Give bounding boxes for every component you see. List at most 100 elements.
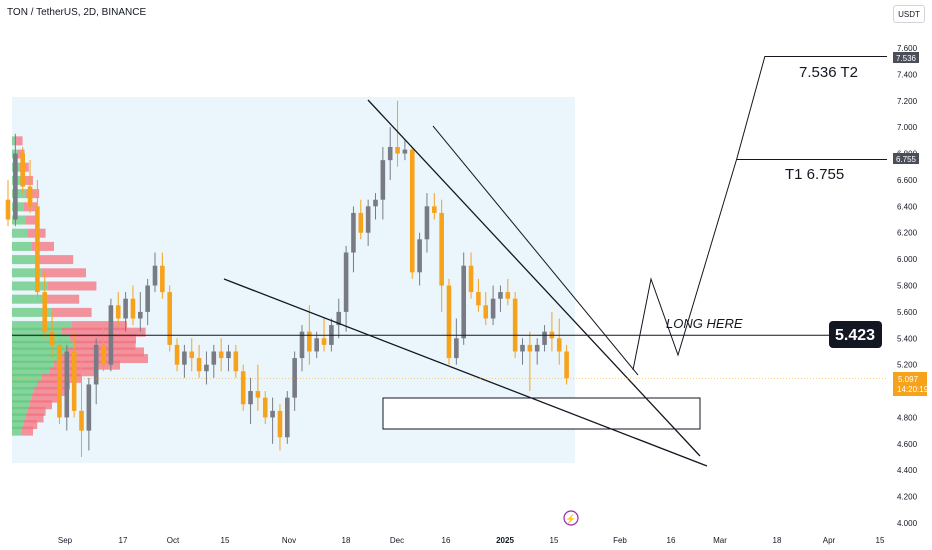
wedge-upper-line	[367, 99, 701, 457]
x-tick-label: Mar	[713, 536, 727, 545]
candle-body	[262, 397, 268, 418]
x-tick-label: Nov	[282, 536, 296, 545]
vp-up-bar	[12, 189, 26, 199]
symbol-title: TON / TetherUS, 2D, BINANCE	[7, 7, 147, 18]
vp-up-bar	[12, 334, 70, 344]
vp-down-bar	[32, 393, 59, 403]
x-tick-label: Oct	[167, 536, 180, 545]
y-tick-label: 5.800	[897, 282, 918, 291]
candle-body	[380, 160, 386, 200]
candle-body	[483, 305, 489, 319]
time-axis[interactable]: Sep 17 Oct 15 Nov 18 Dec 16 2025 15 Feb 16 Mar 18 Apr 1…	[58, 536, 885, 545]
candle-body	[211, 351, 217, 365]
y-tick-label: 4.200	[897, 493, 918, 502]
x-tick-label: 16	[667, 536, 676, 545]
vp-down-bar	[48, 281, 97, 291]
candle-body	[373, 199, 378, 207]
vp-down-bar	[72, 321, 127, 331]
vp-up-bar	[12, 268, 42, 278]
vp-down-bar	[42, 373, 82, 383]
vp-down-bar	[44, 294, 80, 304]
entry-label-box	[829, 321, 882, 348]
vp-down-bar	[38, 255, 74, 265]
y-tick-label: 6.200	[897, 229, 918, 238]
vp-down-bar	[34, 387, 65, 397]
candle-body	[13, 153, 18, 220]
candle-body	[64, 351, 70, 418]
candle-body	[226, 351, 231, 359]
candle-body	[351, 212, 356, 253]
candle-body	[20, 153, 25, 187]
y-tick-label: 7.000	[897, 123, 918, 132]
candle-body	[196, 358, 202, 372]
candle-body	[564, 351, 569, 379]
candle-body	[395, 146, 400, 154]
t2-label: 7.536 T2	[799, 64, 858, 81]
candle-body	[468, 265, 474, 293]
y-tick-label: 7.200	[897, 97, 918, 106]
lightning-icon: ⚡	[565, 513, 576, 525]
vp-up-bar	[12, 360, 54, 370]
candle-body	[285, 397, 290, 438]
candle-body	[57, 344, 62, 418]
y-tick-label: 4.800	[897, 413, 918, 422]
candle-body	[512, 298, 518, 352]
candle-body	[167, 292, 172, 345]
long-here-label: LONG HERE	[666, 316, 743, 331]
candle-body	[321, 338, 327, 345]
vp-up-bar	[12, 354, 60, 364]
vp-up-bar	[12, 406, 28, 416]
vp-up-bar	[12, 380, 37, 390]
vp-down-bar	[22, 175, 33, 185]
candle-body	[461, 265, 466, 339]
candle-body	[534, 344, 540, 352]
event-marker[interactable]	[563, 510, 579, 526]
candle-body	[5, 199, 11, 220]
vp-up-bar	[12, 215, 26, 225]
last-price-text: 5.097	[898, 375, 919, 384]
candle-body	[527, 344, 533, 352]
candle-body	[152, 265, 158, 286]
candle-body	[358, 212, 364, 233]
price-axis[interactable]: 7.6007.4007.2007.0006.8006.6006.4006.200…	[897, 44, 918, 528]
candle-body	[93, 344, 99, 385]
candle-body	[138, 311, 143, 319]
candle-body	[79, 410, 84, 431]
candle-body	[314, 338, 319, 352]
vp-up-bar	[12, 228, 28, 238]
vp-down-bar	[26, 215, 40, 225]
x-tick-label: 18	[342, 536, 351, 545]
vp-up-bar	[12, 241, 32, 251]
vp-down-bar	[70, 334, 136, 344]
candle-body	[240, 371, 246, 405]
y-tick-label: 6.400	[897, 202, 918, 211]
x-tick-label: Feb	[613, 536, 627, 545]
candle-body	[498, 292, 503, 299]
candle-body	[365, 206, 371, 233]
vp-down-bar	[26, 189, 40, 199]
candle-body	[490, 298, 496, 319]
vp-up-bar	[12, 327, 62, 337]
candle-body	[27, 186, 33, 207]
candle-body	[542, 331, 547, 345]
x-tick-label: 18	[773, 536, 782, 545]
candle-body	[248, 391, 253, 405]
currency-button[interactable]: USDT	[893, 5, 925, 23]
candle-body	[204, 364, 209, 372]
vp-up-bar	[12, 307, 52, 317]
candle-body	[218, 351, 224, 359]
candle-body	[233, 351, 239, 372]
x-tick-label: 15	[221, 536, 230, 545]
vp-up-bar	[12, 136, 16, 146]
y-tick-label: 5.200	[897, 361, 918, 370]
candle-body	[292, 358, 297, 398]
candle-body	[454, 338, 459, 359]
vp-up-bar	[12, 367, 50, 377]
t1-price-tag-text: 6.755	[896, 155, 917, 164]
x-tick-label: 2025	[496, 536, 514, 545]
candle-body	[174, 344, 180, 365]
vp-down-bar	[42, 268, 86, 278]
vp-down-bar	[37, 380, 70, 390]
x-tick-label: Sep	[58, 536, 73, 545]
